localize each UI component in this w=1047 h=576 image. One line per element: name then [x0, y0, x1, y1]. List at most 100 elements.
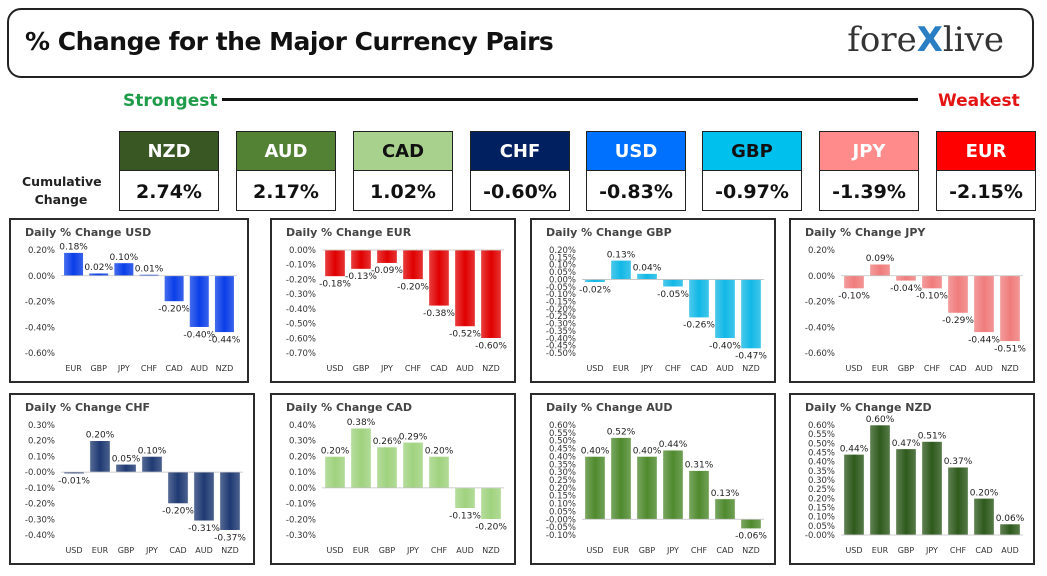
data-label: -0.09%	[371, 266, 403, 276]
bar	[189, 275, 210, 328]
bar	[113, 262, 134, 277]
chart-panel-jpy: Daily % Change JPY 0.20% 0.00% -0.20% -0.40%…	[789, 218, 1035, 383]
y-tick-label: 0.10%	[28, 452, 55, 462]
currency-box-jpy: JPY -1.39%	[819, 131, 919, 211]
y-tick-label: -0.40%	[805, 323, 835, 333]
bar	[973, 275, 995, 333]
currency-code: CHF	[471, 132, 569, 171]
y-tick-label: -0.10%	[546, 531, 576, 541]
data-label: 0.51%	[918, 432, 947, 442]
bar	[350, 249, 372, 270]
data-label: -0.10%	[916, 292, 948, 302]
y-tick-label: -0.60%	[805, 349, 835, 359]
bar	[219, 471, 241, 531]
y-tick-label: -0.50%	[286, 320, 316, 330]
data-label: 0.20%	[86, 431, 115, 441]
y-tick-label: -0.20%	[25, 298, 55, 308]
x-tick-label: USD	[326, 546, 343, 555]
bar	[115, 463, 137, 473]
bar	[214, 275, 235, 333]
bar	[921, 441, 943, 536]
x-tick-label: CHF	[405, 364, 422, 373]
chart-svg: Daily % Change USD 0.20% 0.00% -0.20% -0.40%…	[25, 226, 241, 373]
x-tick-label: AUD	[195, 546, 213, 555]
y-tick-label: 0.20%	[549, 484, 576, 494]
x-tick-label: USD	[65, 546, 82, 555]
x-tick-label: CHF	[665, 364, 682, 373]
x-tick-label: CHF	[431, 546, 448, 555]
x-tick-label: JPY	[640, 364, 653, 373]
currency-box-nzd: NZD 2.74%	[119, 131, 219, 211]
bar	[376, 446, 398, 489]
data-label: 0.20%	[321, 446, 350, 456]
bar	[999, 523, 1021, 536]
x-tick-label: CHF	[924, 364, 941, 373]
bar	[973, 498, 995, 536]
data-label: 0.18%	[59, 243, 88, 253]
data-label: -0.44%	[968, 335, 1000, 345]
data-label: 0.47%	[892, 439, 921, 449]
bar	[714, 498, 736, 520]
chart-panel-cad: Daily % Change CAD 0.40% 0.30% 0.20% 0.10% 0.…	[270, 393, 516, 565]
x-tick-label: NZD	[482, 364, 500, 373]
y-tick-label: 0.10%	[808, 513, 835, 523]
page-title: % Change for the Major Currency Pairs	[25, 27, 554, 56]
x-tick-label: AUD	[716, 364, 734, 373]
y-tick-label: 0.20%	[808, 494, 835, 504]
data-label: 0.31%	[685, 461, 714, 471]
x-tick-label: AUD	[456, 546, 474, 555]
data-label: -0.05%	[657, 290, 689, 300]
data-label: 0.26%	[373, 437, 402, 447]
weakest-label: Weakest	[938, 91, 1020, 111]
data-label: 0.40%	[581, 446, 610, 456]
chart-panel-usd: Daily % Change USD 0.20% 0.00% -0.20% -0.40%…	[9, 218, 249, 383]
y-tick-label: -0.20%	[25, 500, 55, 510]
x-tick-label: NZD	[216, 364, 234, 373]
y-tick-label: 0.60%	[808, 421, 835, 431]
x-tick-label: USD	[586, 546, 603, 555]
y-tick-label: 0.15%	[549, 253, 576, 263]
bar	[610, 437, 632, 520]
data-label: -0.44%	[209, 335, 241, 345]
bar	[350, 427, 372, 489]
y-tick-label: 0.30%	[808, 476, 835, 486]
y-tick-label: -0.00%	[805, 531, 835, 541]
bar	[428, 249, 450, 307]
y-tick-label: 0.15%	[549, 492, 576, 502]
y-tick-label: 0.30%	[28, 421, 55, 431]
data-label: 0.44%	[840, 444, 869, 454]
x-tick-label: EUR	[65, 364, 82, 373]
bar	[63, 252, 84, 277]
bar	[662, 279, 684, 288]
bar	[636, 273, 658, 280]
data-label: 0.20%	[425, 446, 454, 456]
bar	[688, 470, 710, 520]
chart-title: Daily % Change AUD	[546, 401, 673, 414]
y-tick-label: -0.30%	[25, 515, 55, 525]
bar	[584, 279, 606, 283]
y-tick-label: -0.40%	[25, 531, 55, 541]
bar	[636, 456, 658, 520]
x-tick-label: NZD	[742, 546, 760, 555]
y-tick-label: 0.20%	[28, 437, 55, 447]
y-tick-label: 0.50%	[549, 437, 576, 447]
y-tick-label: -0.40%	[546, 334, 576, 344]
x-tick-label: JPY	[406, 546, 419, 555]
y-tick-label: 0.05%	[549, 268, 576, 278]
y-tick-label: 0.10%	[549, 261, 576, 271]
bar	[402, 249, 424, 280]
bar	[740, 279, 762, 349]
y-tick-label: 0.05%	[808, 522, 835, 532]
data-label: 0.13%	[607, 250, 636, 260]
currency-code: JPY	[820, 132, 918, 171]
bar	[454, 487, 476, 509]
y-tick-label: -0.20%	[286, 515, 316, 525]
y-tick-label: -0.35%	[546, 327, 576, 337]
data-label: -0.60%	[475, 341, 507, 351]
currency-cumulative-value: -2.15%	[949, 180, 1023, 203]
data-label: -0.04%	[890, 284, 922, 294]
data-label: 0.38%	[347, 418, 376, 428]
currency-code: USD	[587, 132, 685, 171]
x-tick-label: JPY	[380, 364, 393, 373]
currency-cumulative-value: 2.74%	[136, 180, 202, 203]
